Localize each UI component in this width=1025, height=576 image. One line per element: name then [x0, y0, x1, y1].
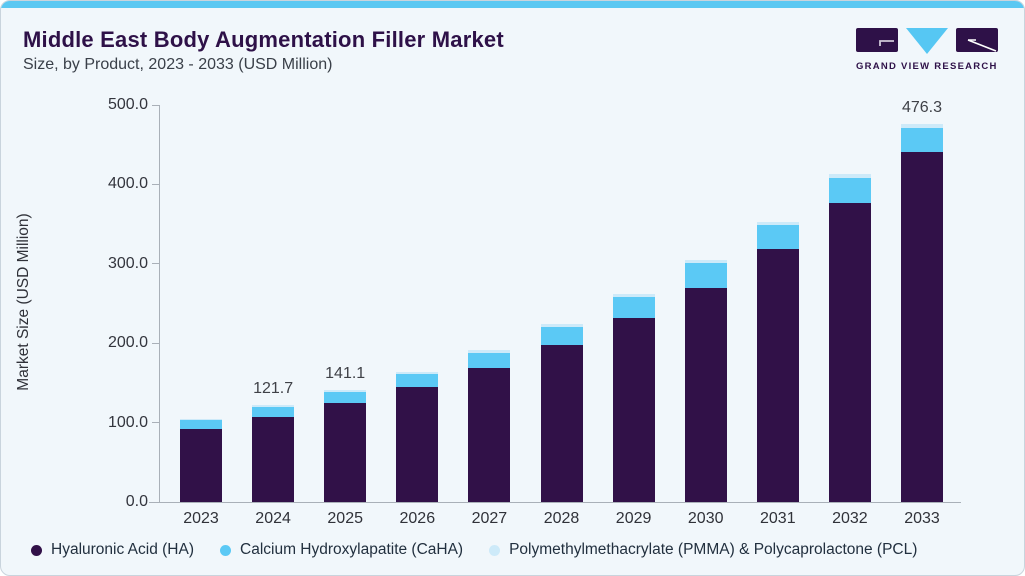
bar-segment-2032-s0: [828, 202, 871, 502]
bar-segment-2026-s0: [396, 387, 439, 502]
bar-segment-2033-s0: [901, 151, 943, 502]
page-title: Middle East Body Augmentation Filler Mar…: [23, 27, 504, 52]
y-tick-label: 400.0: [107, 175, 148, 193]
bar-segment-2032-s2: [828, 174, 871, 179]
y-tick-label: 200.0: [107, 334, 148, 352]
bar-segment-2026-s2: [396, 372, 439, 375]
bar-segment-2028-s2: [540, 324, 583, 327]
legend-item-pmma-pcl: Polymethylmethacrylate (PMMA) & Polycapr…: [489, 541, 917, 559]
bar-value-label-2033: 476.3: [901, 98, 943, 116]
bar-segment-2023-s0: [180, 428, 222, 502]
logo-g-icon: [856, 28, 898, 52]
bar-value-label-2025: 141.1: [325, 364, 366, 382]
bar-segment-2033-s2: [901, 123, 943, 128]
x-axis-label-2030: 2030: [687, 510, 724, 527]
y-tick-mark: [152, 183, 160, 185]
chart-legend: Hyaluronic Acid (HA) Calcium Hydroxylapa…: [31, 541, 917, 559]
x-axis-label-2032: 2032: [832, 510, 868, 527]
y-axis-title: Market Size (USD Million): [15, 213, 32, 391]
bar-segment-2032-s1: [828, 178, 871, 203]
y-tick-label: 100.0: [107, 413, 148, 431]
x-axis-label-2033: 2033: [904, 510, 940, 527]
y-axis-line: [159, 105, 160, 502]
bar-segment-2028-s0: [540, 344, 583, 502]
x-axis-label-2024: 2024: [255, 510, 291, 527]
bar-segment-2031-s0: [756, 248, 799, 502]
bar-segment-2023-s2: [180, 418, 222, 421]
x-axis-line: [149, 502, 961, 503]
legend-item-caha: Calcium Hydroxylapatite (CaHA): [220, 541, 463, 559]
grand-view-research-logo: GRAND VIEW RESEARCH: [856, 28, 998, 72]
bar-segment-2029-s1: [612, 296, 655, 319]
x-axis-label-2028: 2028: [543, 510, 580, 527]
bar-segment-2024-s2: [252, 405, 295, 407]
bar-segment-2030-s1: [684, 263, 727, 288]
bar-segment-2025-s1: [324, 391, 367, 404]
bar-segment-2027-s1: [468, 352, 511, 368]
page-subtitle: Size, by Product, 2023 - 2033 (USD Milli…: [23, 56, 333, 73]
logo-r-icon: [956, 28, 998, 52]
x-axis-label-2025: 2025: [327, 510, 363, 527]
ha-legend-dot-icon: [31, 544, 42, 556]
y-tick-mark: [152, 104, 160, 106]
top-accent-bar: [1, 1, 1024, 8]
bar-segment-2025-s2: [324, 389, 367, 392]
y-tick-mark: [152, 501, 160, 503]
y-tick-label: 0.0: [125, 493, 148, 510]
bar-segment-2030-s0: [684, 288, 727, 502]
bar-segment-2026-s1: [396, 374, 439, 388]
bar-segment-2029-s0: [612, 318, 655, 502]
bar-value-label-2024: 121.7: [253, 380, 294, 398]
legend-label: Polymethylmethacrylate (PMMA) & Polycapr…: [509, 541, 918, 558]
bar-segment-2025-s0: [324, 403, 367, 502]
bar-segment-2027-s2: [468, 350, 511, 353]
logo-v-icon: [906, 28, 948, 54]
x-axis-label-2023: 2023: [183, 510, 219, 527]
y-tick-mark: [152, 422, 160, 424]
bar-segment-2024-s0: [252, 416, 295, 502]
bar-segment-2033-s1: [901, 127, 943, 152]
bar-segment-2029-s2: [612, 293, 655, 297]
legend-label: Hyaluronic Acid (HA): [51, 541, 194, 558]
y-tick-mark: [152, 342, 160, 344]
bar-segment-2023-s1: [180, 420, 222, 429]
caha-legend-dot-icon: [220, 544, 231, 556]
bar-segment-2031-s1: [756, 224, 799, 249]
x-axis-label-2027: 2027: [471, 510, 508, 527]
bar-segment-2031-s2: [756, 221, 799, 225]
pmma-legend-dot-icon: [489, 544, 501, 556]
x-axis-label-2031: 2031: [760, 510, 796, 527]
logo-text: GRAND VIEW RESEARCH: [856, 61, 998, 72]
bar-segment-2027-s0: [468, 367, 511, 502]
y-tick-mark: [152, 263, 160, 265]
legend-item-ha: Hyaluronic Acid (HA): [31, 541, 194, 559]
y-tick-label: 500.0: [107, 96, 148, 113]
x-axis-label-2026: 2026: [399, 510, 436, 527]
bar-segment-2030-s2: [684, 259, 727, 264]
y-tick-label: 300.0: [107, 254, 148, 272]
bar-segment-2024-s1: [252, 406, 295, 417]
bar-segment-2028-s1: [540, 326, 583, 345]
legend-label: Calcium Hydroxylapatite (CaHA): [240, 541, 464, 558]
x-axis-label-2029: 2029: [615, 510, 652, 527]
